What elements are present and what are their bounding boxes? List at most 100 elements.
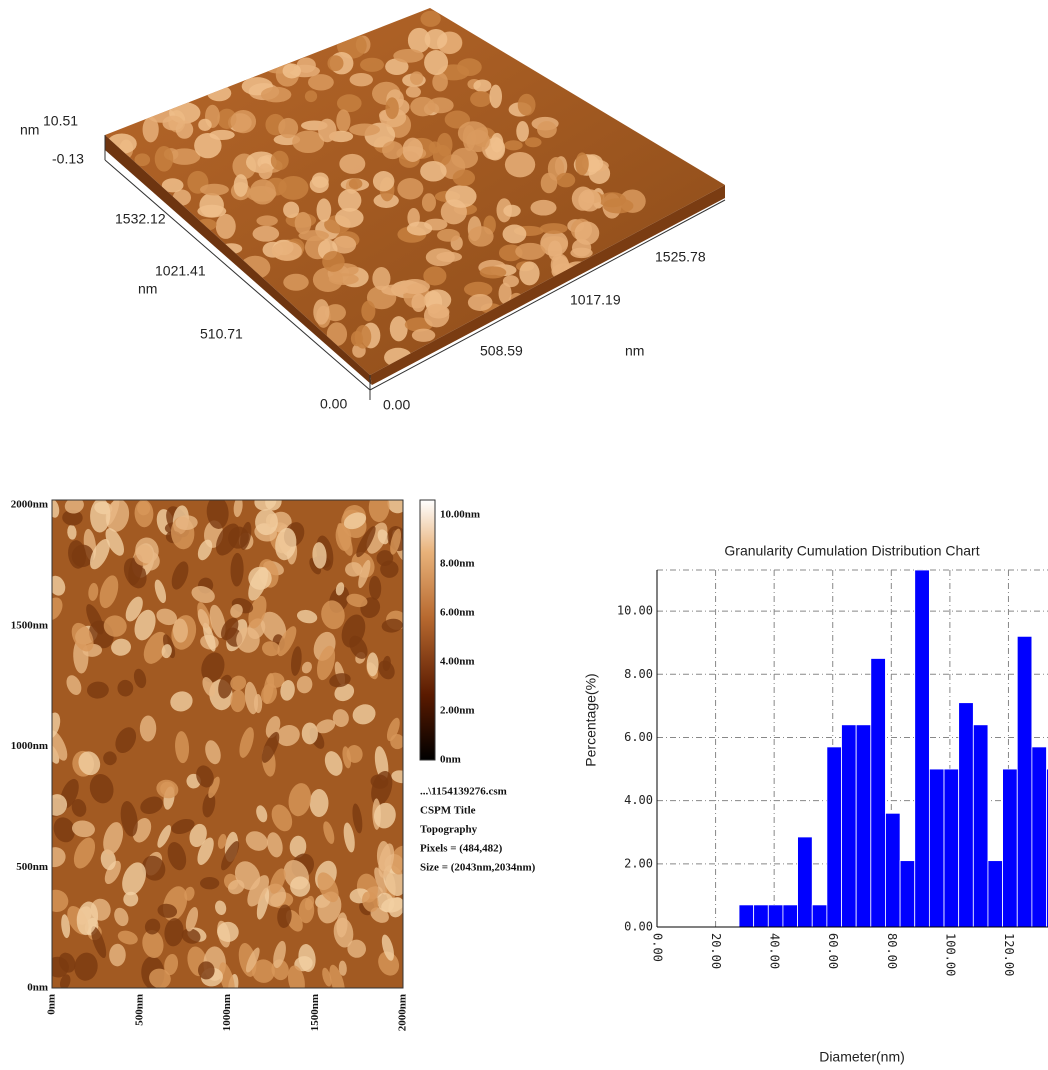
info-line: CSPM Title <box>420 805 476 817</box>
grain <box>410 71 423 85</box>
grain <box>200 877 219 890</box>
y-tick-label: 2.00 <box>624 856 653 870</box>
histogram: Granularity Cumulation Distribution Char… <box>583 543 1048 1065</box>
grain <box>491 133 504 153</box>
grain <box>272 241 302 260</box>
grain <box>575 152 588 175</box>
grain <box>519 261 539 285</box>
grain <box>603 198 633 213</box>
grain <box>393 49 423 63</box>
y-label: 1500nm <box>11 619 48 631</box>
grain <box>350 73 373 86</box>
x-tick-label: 120.00 <box>1002 933 1016 976</box>
grain <box>457 58 482 76</box>
grain <box>540 223 568 234</box>
y-tick-label: 0.00 <box>624 920 653 934</box>
bar <box>768 905 783 927</box>
grain <box>466 130 490 152</box>
bars <box>739 570 1048 927</box>
y-label: 2000nm <box>11 499 48 511</box>
grain <box>283 63 301 78</box>
grain <box>360 58 384 72</box>
grain <box>420 11 440 27</box>
grain <box>327 55 343 71</box>
grain <box>489 85 502 109</box>
grain <box>261 87 291 103</box>
x-label: 0nm <box>46 994 58 1015</box>
grain <box>575 221 600 244</box>
x-label: 2000nm <box>397 994 409 1031</box>
grain <box>530 200 556 216</box>
grain <box>382 141 403 159</box>
grain <box>298 230 328 241</box>
grain <box>480 266 507 278</box>
y-label: 1532.12 <box>115 211 166 227</box>
info-line: Size = (2043nm,2034nm) <box>420 862 536 874</box>
info-line: Pixels = (484,482) <box>420 843 503 855</box>
grain <box>407 222 432 236</box>
grain <box>256 215 277 226</box>
x-tick-label: 80.00 <box>885 933 899 969</box>
colorbar-label: 10.00nm <box>440 509 480 521</box>
y-label: 1000nm <box>11 740 48 752</box>
bar <box>827 747 842 927</box>
grain <box>525 137 542 147</box>
x-label: 508.59 <box>480 343 523 359</box>
grain <box>503 205 520 217</box>
x-tick-label: 100.00 <box>943 933 957 976</box>
grain <box>422 193 436 211</box>
y-label: 510.71 <box>200 326 243 342</box>
grain <box>541 173 558 194</box>
grain <box>335 208 364 228</box>
x-label: 0.00 <box>383 397 410 413</box>
y-tick-label: 4.00 <box>624 793 653 807</box>
grain <box>302 722 318 744</box>
grain <box>423 266 446 285</box>
grain <box>436 252 462 262</box>
y-tick-label: 10.00 <box>617 604 653 618</box>
x-tick-label: 60.00 <box>826 933 840 969</box>
colorbar-label: 4.00nm <box>440 656 475 668</box>
y-unit: nm <box>138 281 157 297</box>
grain <box>313 299 329 324</box>
grain <box>322 251 344 272</box>
z-unit: nm <box>20 122 39 138</box>
bar <box>812 905 827 927</box>
figure: nm 10.51 -0.13 1532.12 1021.41 nm 510.71… <box>0 0 1048 1070</box>
grain <box>468 294 493 311</box>
bar <box>798 837 813 927</box>
grain <box>200 184 229 196</box>
bar <box>1032 747 1047 927</box>
grain <box>310 789 329 817</box>
grain <box>336 109 350 132</box>
bar <box>856 725 871 927</box>
info-line: ...\1154139276.csm <box>420 786 507 798</box>
grain <box>198 119 212 131</box>
grain <box>308 74 334 90</box>
bar <box>973 725 988 927</box>
grain <box>445 185 476 208</box>
grain <box>390 316 408 341</box>
bar <box>871 658 886 927</box>
grain <box>318 119 336 143</box>
grain <box>518 94 536 116</box>
x-axis-title: Diameter(nm) <box>819 1049 905 1065</box>
grain <box>411 294 425 312</box>
colorbar <box>420 500 435 760</box>
grain <box>424 50 448 75</box>
grain <box>397 178 423 199</box>
z-label: 10.51 <box>43 113 78 129</box>
colorbar-label: 8.00nm <box>440 558 475 570</box>
grain <box>503 225 527 244</box>
grain <box>410 97 435 116</box>
grain <box>176 121 193 139</box>
x-tick-label: 0.00 <box>651 933 665 962</box>
grain <box>453 170 475 186</box>
x-tick-label: 40.00 <box>768 933 782 969</box>
grain <box>473 80 491 93</box>
grain <box>207 85 231 101</box>
bar <box>915 570 930 927</box>
z-label: -0.13 <box>52 151 84 167</box>
grain <box>667 236 697 246</box>
grain <box>258 163 272 179</box>
